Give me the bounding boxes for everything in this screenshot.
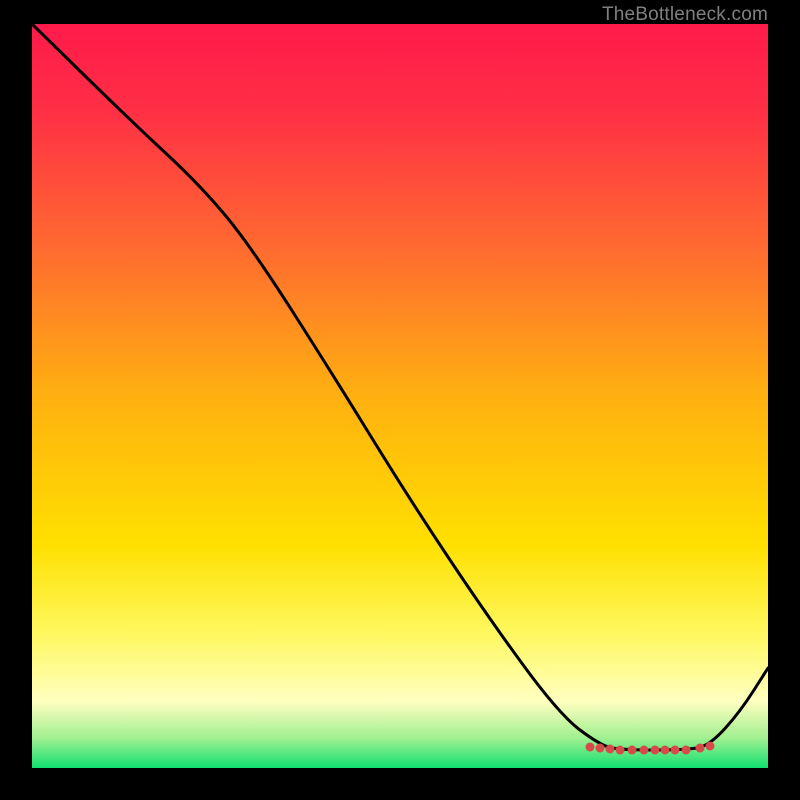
data-marker	[586, 743, 595, 752]
data-marker	[706, 742, 715, 751]
data-marker	[651, 746, 660, 755]
data-marker	[616, 746, 625, 755]
data-marker	[596, 744, 605, 753]
data-marker	[661, 746, 670, 755]
data-marker	[628, 746, 637, 755]
curve-layer	[0, 0, 800, 800]
data-marker	[671, 746, 680, 755]
data-marker	[696, 744, 705, 753]
data-marker	[640, 746, 649, 755]
curve-path	[32, 24, 768, 750]
data-marker	[682, 746, 691, 755]
chart-container: TheBottleneck.com	[0, 0, 800, 800]
data-marker	[606, 745, 615, 754]
